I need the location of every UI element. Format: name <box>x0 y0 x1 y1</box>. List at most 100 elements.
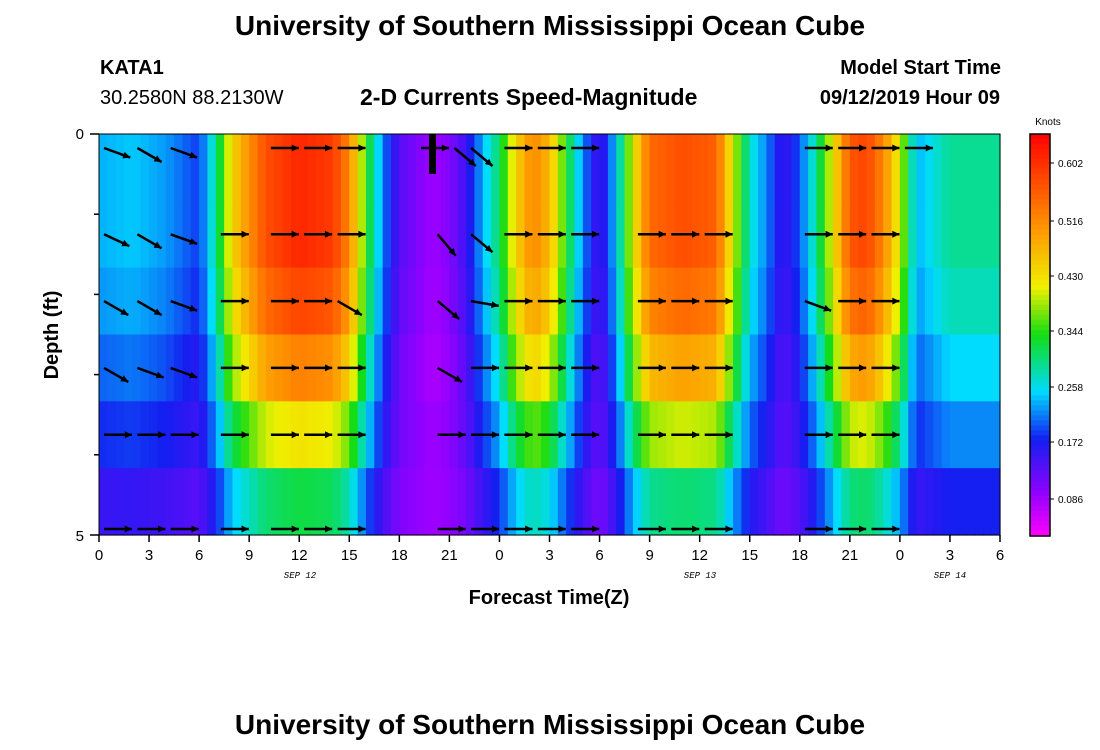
heatmap-cell <box>941 134 951 202</box>
heatmap-cell <box>466 468 476 536</box>
current-arrow-head <box>692 525 700 533</box>
heatmap-cell <box>132 134 142 202</box>
heatmap-cell <box>257 267 267 336</box>
heatmap-cell <box>99 200 108 269</box>
model-start-time: 09/12/2019 Hour 09 <box>819 87 1000 109</box>
heatmap-cell <box>774 200 784 269</box>
heatmap-cell <box>215 267 225 336</box>
heatmap-cell <box>474 200 484 269</box>
heatmap-cell <box>257 401 267 469</box>
heatmap-cell <box>165 267 175 336</box>
heatmap-cell <box>708 134 717 202</box>
colorbar-segment <box>1030 269 1050 276</box>
heatmap-cell <box>674 468 684 536</box>
heatmap-cell <box>190 200 200 269</box>
heatmap-cell <box>165 334 175 402</box>
heatmap-cell <box>357 134 367 202</box>
heatmap-cell <box>157 134 167 202</box>
heatmap-cell <box>115 468 125 536</box>
heatmap-cell <box>566 468 576 536</box>
heatmap-cell <box>958 401 968 469</box>
heatmap-cell <box>741 134 751 202</box>
heatmap-cell <box>466 134 476 202</box>
colorbar-segment <box>1030 179 1050 185</box>
heatmap-cell <box>190 468 200 536</box>
current-arrow-head <box>155 371 164 379</box>
current-arrow-head <box>358 364 366 372</box>
heatmap-cell <box>624 267 634 336</box>
heatmap-cell <box>607 134 617 202</box>
heatmap-cell <box>983 401 993 469</box>
heatmap-cell <box>691 468 701 536</box>
current-arrow-head <box>558 431 566 439</box>
current-arrow-head <box>892 364 900 372</box>
colorbar-segment <box>1030 470 1050 477</box>
colorbar-segment <box>1030 204 1050 210</box>
colorbar-segment <box>1030 345 1050 351</box>
colorbar-segment <box>1030 460 1050 467</box>
heatmap-cell <box>657 468 667 536</box>
heatmap-cell <box>207 468 217 536</box>
heatmap-cell <box>874 134 884 202</box>
heatmap-cell <box>883 134 893 202</box>
x-tick-label: 0 <box>95 547 103 564</box>
current-arrow-head <box>153 308 162 316</box>
colorbar-segment <box>1030 224 1050 231</box>
heatmap-cell <box>607 401 617 469</box>
heatmap-cell <box>891 468 901 536</box>
heatmap-cell <box>265 468 275 536</box>
current-arrow-head <box>725 364 733 372</box>
current-arrow-head <box>325 364 333 372</box>
heatmap-cell <box>616 267 626 336</box>
current-arrow-head <box>525 144 533 152</box>
current-arrow-head <box>558 525 566 533</box>
heatmap-cell <box>374 401 384 469</box>
heatmap-cell <box>958 134 968 202</box>
colorbar-segment <box>1030 304 1050 311</box>
heatmap-cell <box>99 134 108 202</box>
heatmap-cell <box>666 200 676 269</box>
heatmap-cell <box>974 468 984 536</box>
current-arrow-head <box>325 431 333 439</box>
colorbar-label: 0.516 <box>1058 217 1083 228</box>
y-tick-label: 5 <box>76 528 84 545</box>
colorbar-segment <box>1030 214 1050 221</box>
heatmap-cell <box>941 468 951 536</box>
heatmap-cell <box>149 468 158 536</box>
current-arrow-head <box>658 364 666 372</box>
heatmap-cell <box>107 200 117 269</box>
colorbar-label: 0.602 <box>1058 159 1083 170</box>
heatmap-cell <box>816 468 826 536</box>
heatmap-cell <box>916 200 926 269</box>
current-arrow-head <box>892 525 900 533</box>
heatmap-cell <box>315 134 325 202</box>
heatmap-cell <box>432 200 442 269</box>
heatmap-cell <box>149 334 158 402</box>
x-tick-label: 0 <box>495 547 503 564</box>
colorbar-segment <box>1030 289 1050 296</box>
heatmap-cell <box>491 200 501 269</box>
heatmap-cell <box>974 401 984 469</box>
current-arrow-head <box>291 144 299 152</box>
colorbar-segment <box>1030 375 1050 381</box>
heatmap-cell <box>165 401 175 469</box>
heatmap-cell <box>324 134 334 202</box>
heatmap-cell <box>207 267 217 336</box>
heatmap-cell <box>866 468 876 536</box>
heatmap-cell <box>749 401 759 469</box>
heatmap-cell <box>766 334 776 402</box>
x-tick-label: 6 <box>195 547 203 564</box>
heatmap-cell <box>416 200 425 269</box>
current-arrow-head <box>191 525 199 533</box>
current-arrow-head <box>353 308 362 316</box>
heatmap-cell <box>249 134 259 202</box>
colorbar-segment <box>1030 530 1050 537</box>
colorbar-segment <box>1030 259 1050 266</box>
heatmap-cell <box>933 134 943 202</box>
current-arrow-head <box>291 525 299 533</box>
heatmap-cell <box>499 267 509 336</box>
heatmap-cell <box>733 401 742 469</box>
heatmap-cell <box>449 267 459 336</box>
heatmap-cell <box>416 468 425 536</box>
colorbar-segment <box>1030 264 1050 271</box>
